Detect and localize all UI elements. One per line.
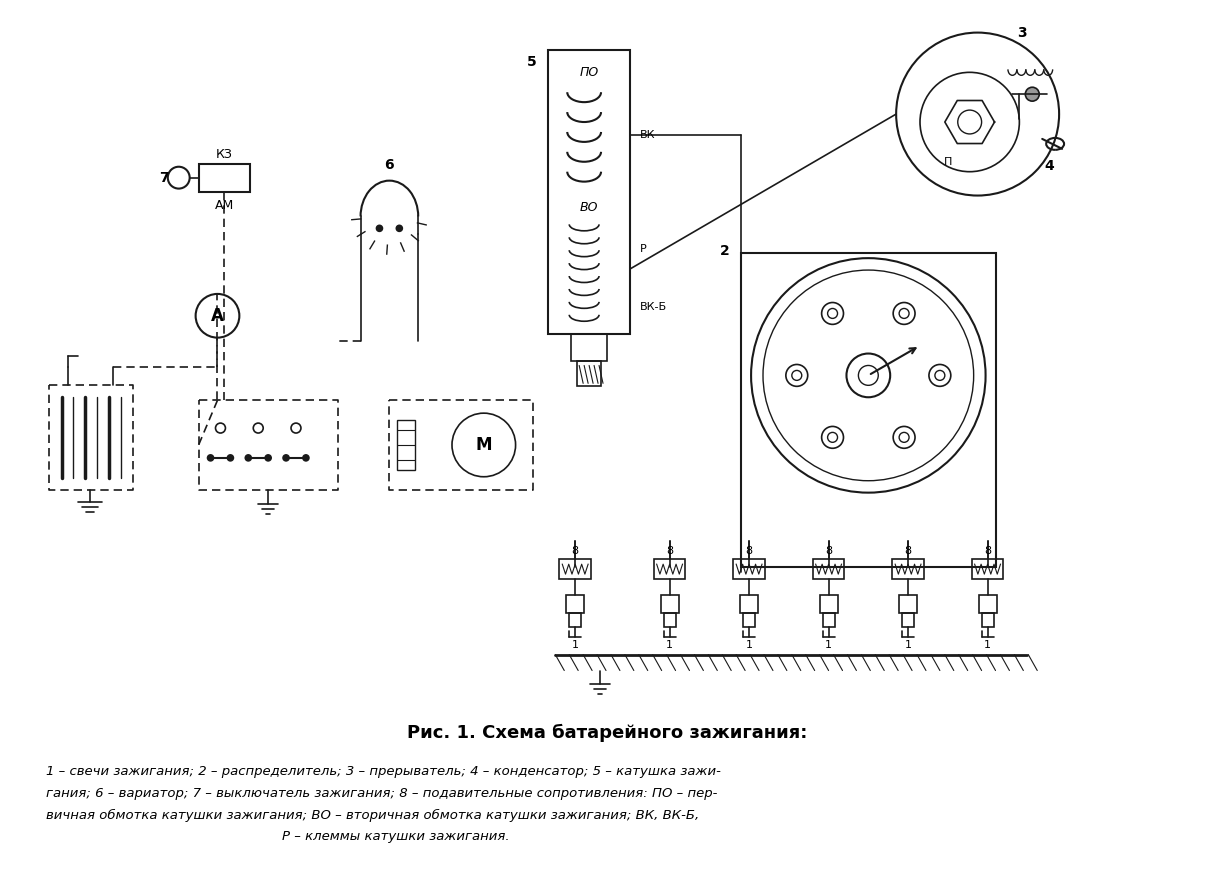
Text: 8: 8 (745, 546, 753, 556)
Bar (812, 559, 845, 579)
Text: 1: 1 (666, 640, 673, 649)
Text: 2: 2 (720, 244, 730, 258)
Text: 8: 8 (904, 546, 912, 556)
Text: ВК: ВК (640, 130, 656, 140)
Text: 8: 8 (826, 546, 832, 556)
Bar (199, 164, 250, 192)
Bar (823, 612, 834, 626)
Circle shape (227, 455, 233, 461)
Bar (971, 559, 1004, 579)
Text: ПО: ПО (579, 66, 599, 79)
Text: ВК-Б: ВК-Б (640, 302, 666, 312)
Bar (397, 420, 415, 470)
Bar (902, 612, 914, 626)
Bar (819, 595, 838, 612)
Text: 8: 8 (666, 546, 673, 556)
Circle shape (245, 455, 251, 461)
Text: Рис. 1. Схема батарейного зажигания:: Рис. 1. Схема батарейного зажигания: (407, 724, 807, 742)
Circle shape (208, 455, 214, 461)
Text: 1: 1 (745, 640, 753, 649)
Bar (577, 361, 601, 387)
Bar (743, 612, 755, 626)
Text: 3: 3 (1017, 25, 1027, 39)
Bar (664, 612, 675, 626)
Circle shape (304, 455, 308, 461)
Bar (660, 595, 679, 612)
Text: М: М (476, 436, 492, 454)
Bar (982, 612, 993, 626)
Text: 6: 6 (385, 158, 395, 172)
Text: 7: 7 (159, 171, 169, 185)
Text: ВО: ВО (580, 201, 599, 214)
Text: 1: 1 (826, 640, 832, 649)
Text: 1: 1 (985, 640, 991, 649)
Bar (560, 559, 591, 579)
Text: КЗ: КЗ (216, 148, 233, 161)
Bar (653, 559, 686, 579)
Text: 5: 5 (527, 55, 537, 69)
Text: 1 – свечи зажигания; 2 – распределитель; 3 – прерыватель; 4 – конденсатор; 5 – к: 1 – свечи зажигания; 2 – распределитель;… (46, 765, 720, 778)
Text: 1: 1 (904, 640, 912, 649)
Text: 8: 8 (985, 546, 991, 556)
Circle shape (376, 226, 382, 231)
Text: Р: Р (640, 244, 647, 255)
Bar (741, 253, 995, 567)
Circle shape (283, 455, 289, 461)
Bar (549, 51, 630, 333)
Bar (892, 559, 924, 579)
Bar (572, 333, 607, 361)
Text: 1: 1 (572, 640, 579, 649)
Circle shape (1026, 88, 1039, 102)
Bar (566, 595, 584, 612)
Text: 4: 4 (1044, 158, 1054, 172)
Text: вичная обмотка катушки зажигания; ВО – вторичная обмотка катушки зажигания; ВК, : вичная обмотка катушки зажигания; ВО – в… (46, 808, 699, 822)
Text: Р – клеммы катушки зажигания.: Р – клеммы катушки зажигания. (282, 830, 510, 844)
Bar (733, 559, 765, 579)
Bar (569, 612, 582, 626)
Text: 8: 8 (572, 546, 579, 556)
Circle shape (265, 455, 271, 461)
Text: А: А (211, 307, 223, 325)
Circle shape (396, 226, 402, 231)
Text: гания; 6 – вариатор; 7 – выключатель зажигания; 8 – подавительные сопротивления:: гания; 6 – вариатор; 7 – выключатель заж… (46, 787, 717, 800)
Bar (978, 595, 997, 612)
Text: П: П (943, 157, 952, 167)
Bar (741, 595, 758, 612)
Text: АМ: АМ (215, 199, 234, 212)
Bar (900, 595, 917, 612)
